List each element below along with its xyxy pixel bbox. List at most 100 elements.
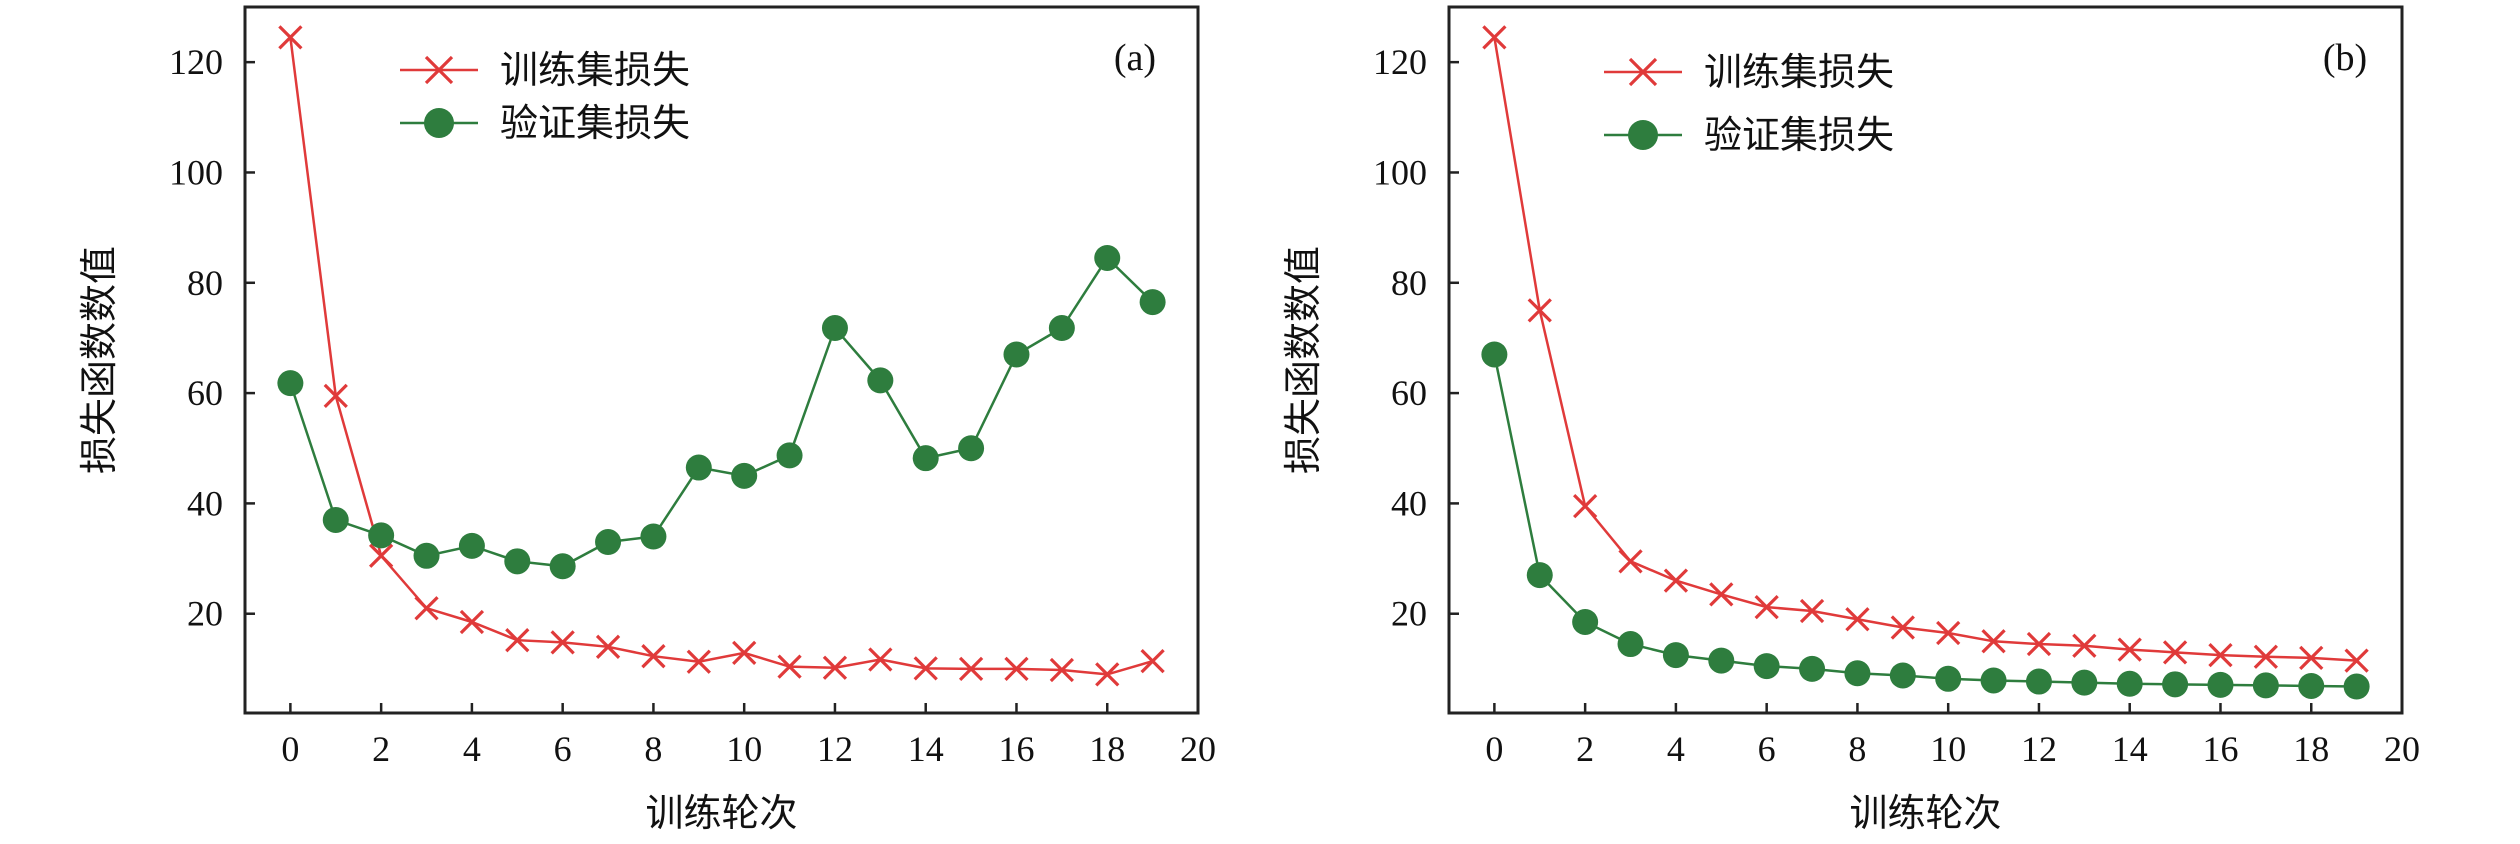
data-point-train — [1573, 494, 1598, 519]
data-point-val — [277, 370, 304, 397]
x-tick-label: 6 — [554, 729, 572, 769]
x-tick-label: 4 — [1667, 729, 1685, 769]
data-point-val — [640, 523, 667, 550]
legend-marker-train — [1628, 57, 1658, 87]
data-point-train — [595, 634, 621, 659]
data-point-train — [868, 647, 893, 672]
data-point-train — [550, 630, 575, 655]
data-point-val — [731, 462, 758, 489]
data-point-train — [1618, 549, 1643, 574]
data-point-val — [2343, 673, 2370, 700]
x-tick-label: 12 — [2021, 729, 2057, 769]
x-tick-label: 0 — [1485, 729, 1503, 769]
data-point-train — [2208, 642, 2233, 668]
data-point-val — [1662, 642, 1689, 669]
data-point-val — [685, 454, 712, 481]
data-point-train — [2253, 644, 2278, 669]
data-point-val — [1048, 315, 1075, 342]
legend-marker-val — [424, 108, 454, 138]
legend-label: 验证集损失 — [500, 101, 690, 145]
data-point-train — [1663, 568, 1689, 593]
data-point-val — [2162, 671, 2189, 698]
data-point-train — [1936, 620, 1961, 646]
y-tick-label: 120 — [1373, 42, 1427, 82]
legend-label: 训练集损失 — [500, 48, 690, 92]
data-point-val — [2025, 668, 2052, 695]
data-point-train — [2162, 640, 2188, 665]
data-point-train — [2026, 631, 2052, 657]
x-tick-label: 4 — [463, 729, 481, 769]
data-point-train — [369, 543, 394, 568]
data-point-train — [1845, 607, 1870, 632]
chart-panel-a: 0 2 4 6 8 10 12 14 16 18 20 20 40 60 80 100 120 训练轮次 损失函数数… — [77, 5, 1216, 835]
x-tick-label: 18 — [1089, 729, 1125, 769]
data-point-val — [368, 522, 395, 549]
series-line-train — [1493, 37, 2357, 662]
data-point-train — [2299, 645, 2324, 670]
x-tick-label: 8 — [1848, 729, 1866, 769]
x-axis-label: 训练轮次 — [645, 791, 797, 835]
data-point-train — [414, 596, 439, 621]
data-point-val — [1935, 665, 1962, 692]
plot-frame — [1447, 5, 2404, 715]
y-tick-label: 40 — [187, 483, 223, 523]
data-point-val — [821, 315, 848, 342]
data-point-val — [322, 506, 349, 533]
data-point-train — [1095, 662, 1120, 687]
data-point-val — [1572, 608, 1599, 635]
x-tick-label: 16 — [2202, 729, 2238, 769]
y-tick-label: 100 — [169, 152, 223, 192]
x-tick-label: 0 — [281, 729, 299, 769]
series-line-train — [289, 37, 1153, 676]
y-axis-label: 损失函数数值 — [1281, 246, 1325, 474]
data-point-train — [641, 644, 666, 669]
data-point-val — [1526, 562, 1553, 589]
x-tick-label: 6 — [1758, 729, 1776, 769]
data-point-val — [1889, 662, 1916, 689]
data-point-train — [1482, 25, 1507, 50]
data-point-train — [1981, 629, 2006, 654]
x-tick-label: 10 — [726, 729, 762, 769]
data-point-val — [1094, 244, 1121, 271]
data-point-val — [776, 442, 803, 469]
data-point-train — [1527, 298, 1552, 323]
x-tick-label: 8 — [644, 729, 662, 769]
panel-label: (a) — [1114, 37, 1156, 79]
x-tick-label: 16 — [998, 729, 1034, 769]
data-point-val — [595, 529, 622, 556]
data-point-val — [2298, 672, 2325, 699]
data-point-val — [1753, 653, 1780, 680]
y-tick-label: 120 — [169, 42, 223, 82]
legend-marker-val — [1628, 120, 1658, 150]
plot-frame — [243, 5, 1200, 715]
data-point-val — [2252, 672, 2279, 699]
data-point-val — [1844, 660, 1871, 687]
data-point-train — [822, 655, 848, 680]
data-point-train — [1754, 594, 1779, 620]
y-tick-label: 20 — [1391, 594, 1427, 634]
legend-label: 训练集损失 — [1704, 50, 1894, 94]
data-point-val — [2207, 671, 2234, 698]
chart-panel-b: 0 2 4 6 8 10 12 14 16 18 20 20 40 60 80 100 120 训练轮次 损失函数数… — [1281, 5, 2420, 835]
data-point-val — [549, 553, 576, 580]
data-point-train — [323, 383, 348, 408]
data-point-train — [2344, 648, 2369, 673]
data-point-train — [459, 609, 485, 635]
y-tick-label: 40 — [1391, 483, 1427, 523]
data-point-train — [1799, 598, 1825, 624]
legend-marker-train — [424, 55, 454, 85]
legend-label: 验证集损失 — [1704, 113, 1894, 157]
y-tick-label: 60 — [187, 373, 223, 413]
data-point-train — [958, 656, 984, 682]
y-tick-label: 20 — [187, 594, 223, 634]
data-point-train — [1709, 582, 1734, 607]
x-tick-label: 12 — [817, 729, 853, 769]
y-tick-label: 100 — [1373, 152, 1427, 192]
data-point-val — [1980, 667, 2007, 694]
data-point-train — [913, 656, 938, 681]
data-point-train — [278, 25, 303, 50]
data-point-val — [458, 532, 485, 559]
